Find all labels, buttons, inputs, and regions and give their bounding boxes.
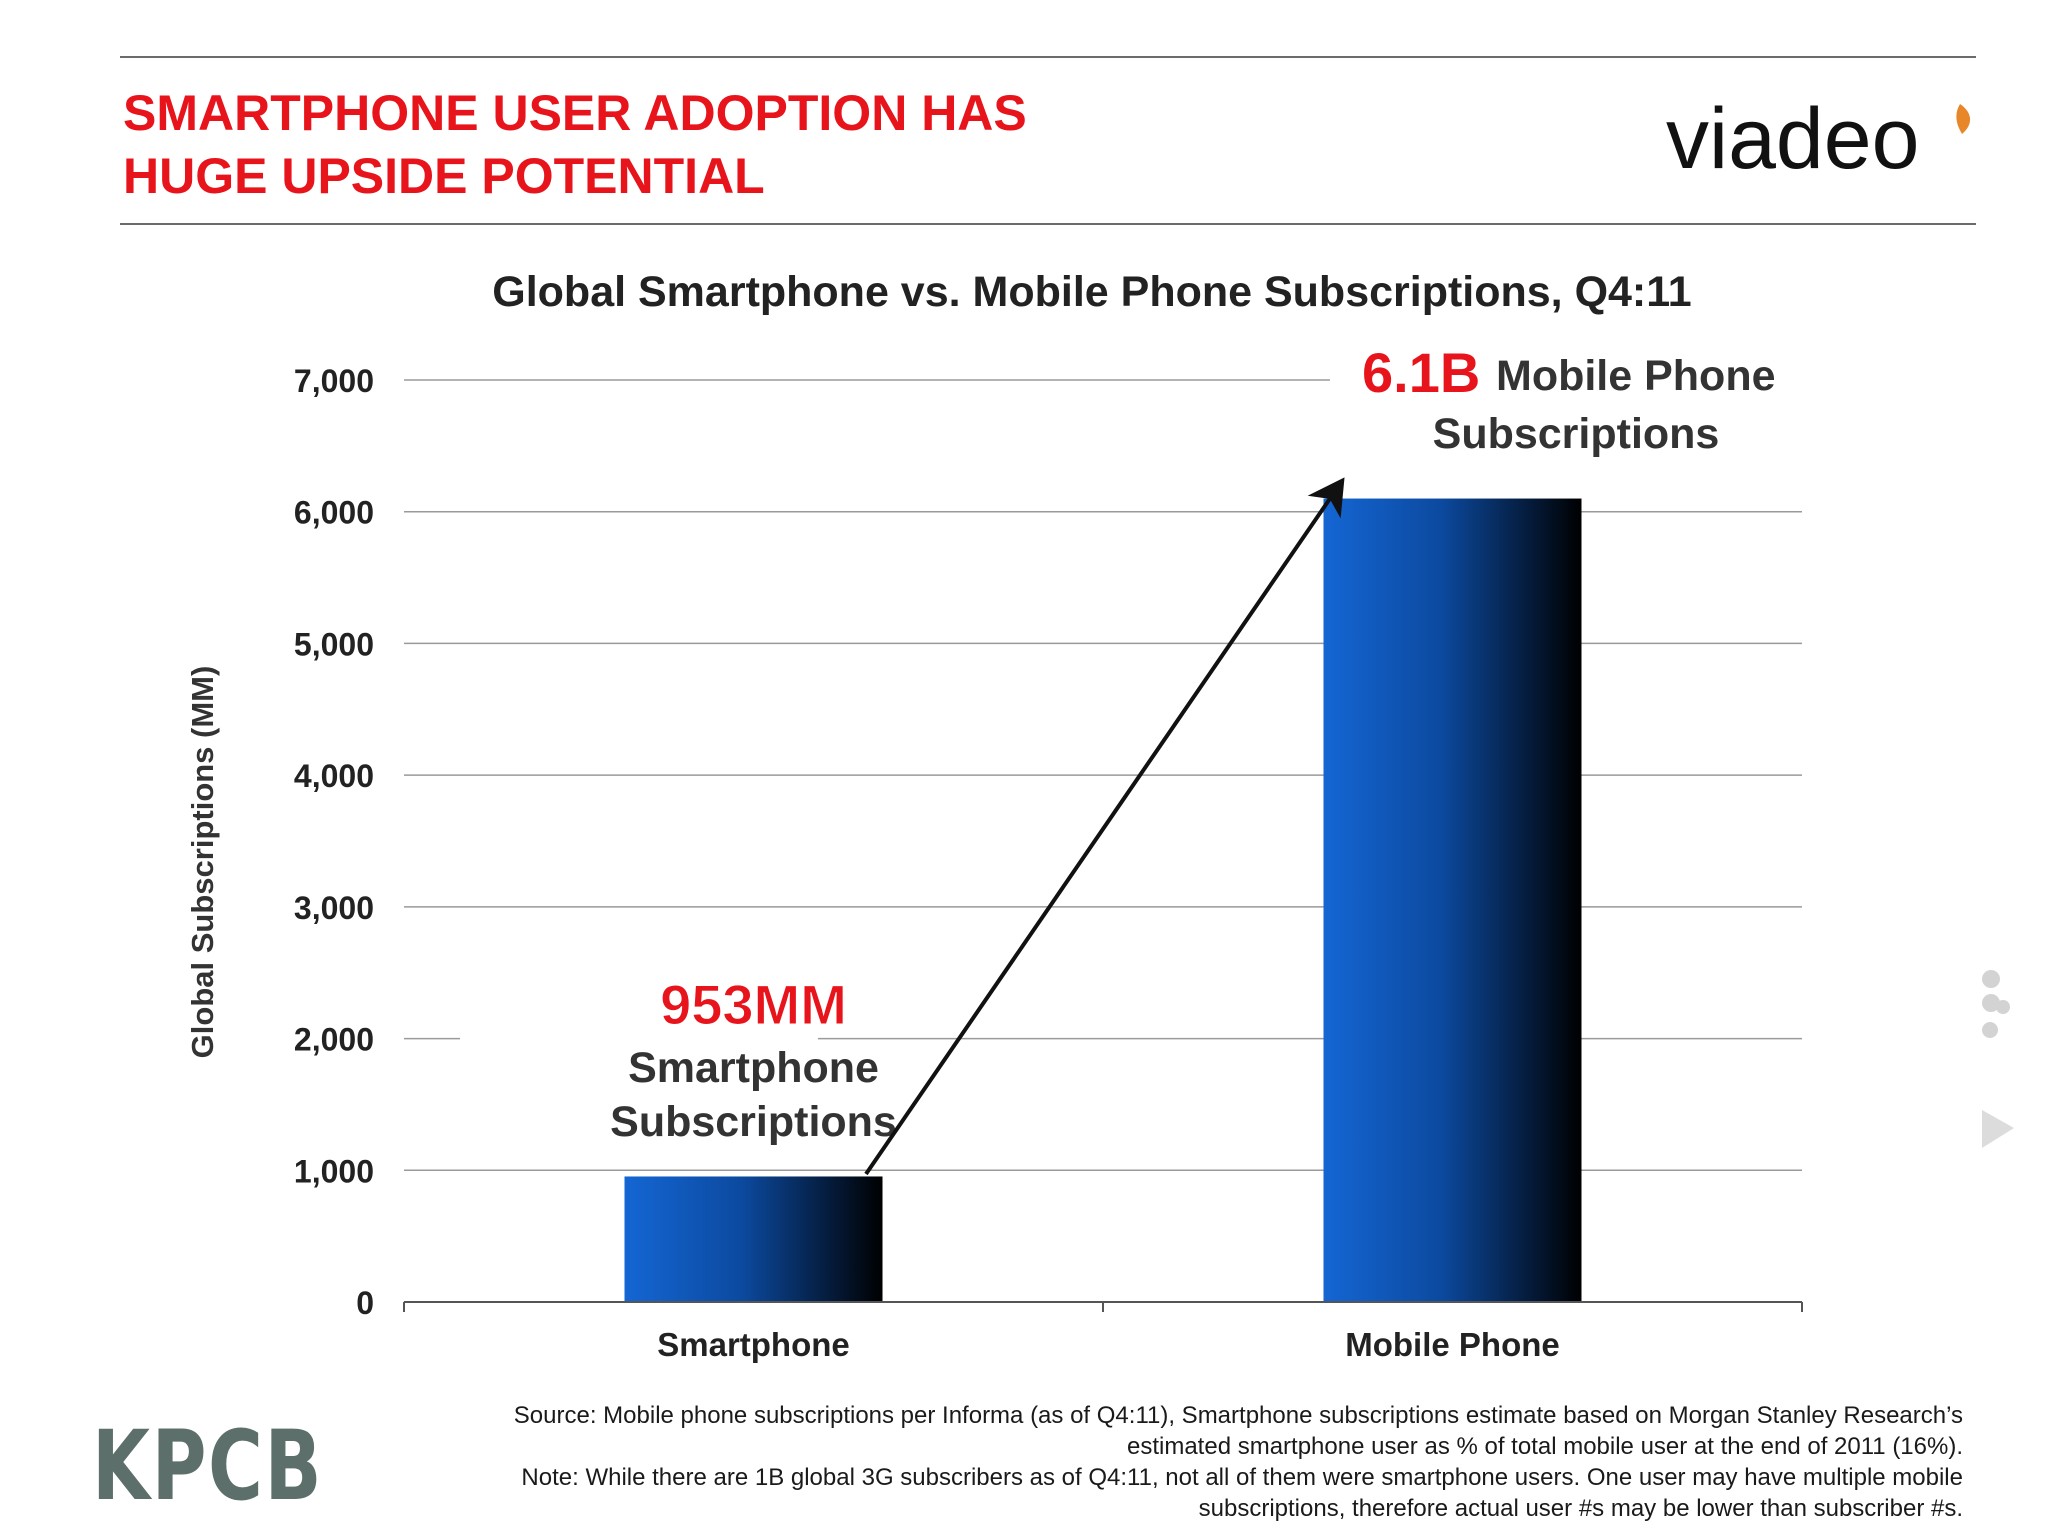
growth-arrow [864, 477, 1345, 1176]
slide-title-line-1: SMARTPHONE USER ADOPTION HAS [123, 85, 1027, 141]
y-tick-label: 5,000 [294, 626, 374, 662]
slide-title: SMARTPHONE USER ADOPTION HAS HUGE UPSIDE… [123, 82, 1223, 208]
footnote-line-2: estimated smartphone user as % of total … [1126, 1433, 1963, 1460]
side-dot-right [1996, 1000, 2010, 1014]
side-dot-middle [1982, 994, 2000, 1012]
slide-title-line-2: HUGE UPSIDE POTENTIAL [123, 148, 765, 204]
y-tick-label: 7,000 [294, 363, 374, 399]
logo-leaf-icon [1956, 104, 1971, 134]
chart-title: Global Smartphone vs. Mobile Phone Subsc… [492, 268, 1691, 316]
annotation-value-mobile-phone: 6.1B [1362, 341, 1480, 404]
annotation-text-mobile-phone: Subscriptions [1433, 410, 1720, 458]
y-tick-label: 1,000 [294, 1153, 374, 1189]
y-tick-label: 6,000 [294, 495, 374, 531]
y-axis-label: Global Subscriptions (MM) [185, 666, 220, 1059]
kpcb-logo: KPCB [92, 1410, 324, 1522]
bar-mobile-phone [1323, 498, 1582, 1302]
header-bottom-rule [120, 223, 1976, 225]
footnote-line-1: Source: Mobile phone subscriptions per I… [513, 1402, 1963, 1429]
annotation-backgrounds [460, 340, 1802, 1155]
annotation-value-smartphone: 953MM [660, 973, 847, 1036]
annotations: 953MM Smartphone Subscriptions 6.1B Mobile P… [610, 341, 1775, 1146]
side-play-icon [1982, 1110, 2014, 1148]
y-tick-label: 0 [356, 1285, 374, 1321]
y-tick-label: 3,000 [294, 890, 374, 926]
viadeo-logo: viadeo [1666, 91, 1971, 187]
viadeo-logo-text: viadeo [1666, 91, 1919, 187]
annotation-background [1330, 340, 1802, 464]
footnote-line-4: subscriptions, therefore actual user #s … [1198, 1495, 1963, 1522]
footnote-line-3: Note: While there are 1B global 3G subsc… [521, 1464, 1963, 1491]
side-dot-top [1982, 970, 2000, 988]
annotation-text-smartphone: Smartphone [628, 1044, 879, 1092]
annotation-background [460, 965, 818, 1155]
bar-smartphone [624, 1176, 883, 1302]
y-tick-label: 4,000 [294, 758, 374, 794]
x-tick-label: Mobile Phone [1345, 1326, 1560, 1363]
x-axis [403, 1301, 1803, 1312]
x-tick-label: Smartphone [657, 1326, 850, 1363]
y-tick-labels: 0 1,000 2,000 3,000 4,000 5,000 6,000 7,000 [294, 363, 374, 1321]
y-tick-label: 2,000 [294, 1022, 374, 1058]
bars [624, 498, 1582, 1302]
annotation-text-mobile-phone: Mobile Phone [1496, 352, 1776, 400]
footnote: Source: Mobile phone subscriptions per I… [380, 1400, 1963, 1524]
header-top-rule [120, 56, 1976, 58]
annotation-text-smartphone: Subscriptions [610, 1098, 897, 1146]
side-dot-bottom [1982, 1022, 1998, 1038]
x-tick-labels: Smartphone Mobile Phone [657, 1326, 1560, 1363]
